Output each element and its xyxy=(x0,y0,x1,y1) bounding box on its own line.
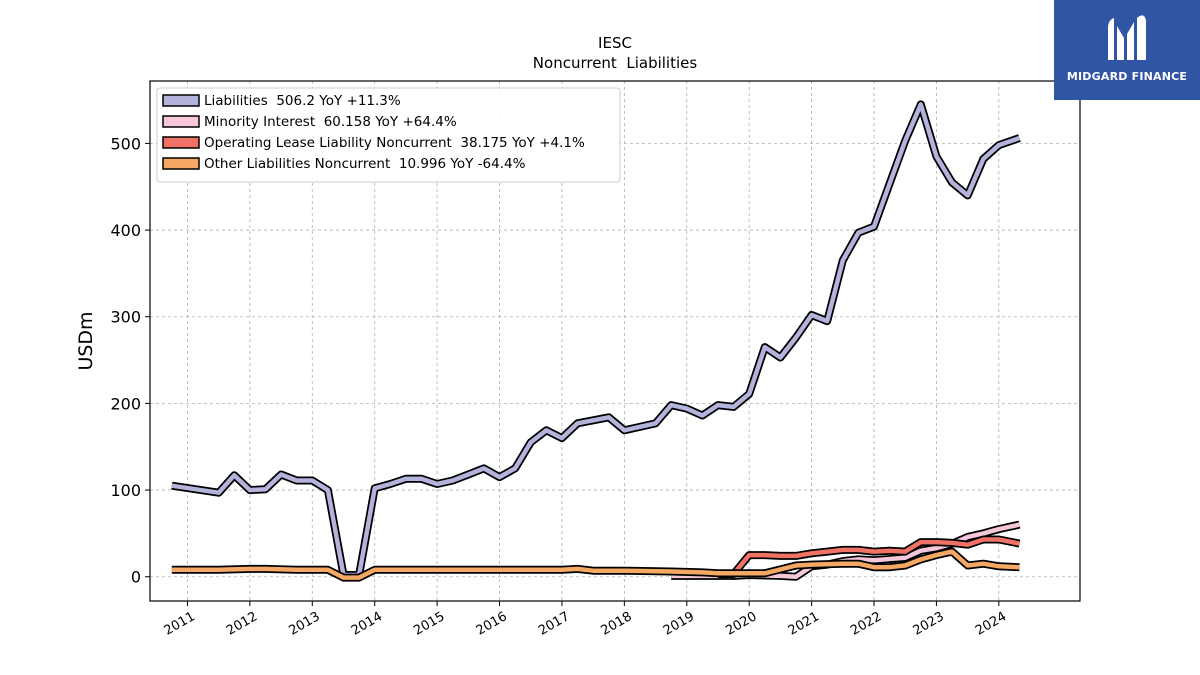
y-tick-label: 0 xyxy=(131,568,141,587)
y-tick-label: 300 xyxy=(110,308,141,327)
y-tick-label: 500 xyxy=(110,134,141,153)
x-tick-label: 2012 xyxy=(224,609,260,639)
brand-name: MIDGARD FINANCE xyxy=(1066,70,1188,83)
legend-entry: Operating Lease Liability Noncurrent 38.… xyxy=(204,135,585,151)
x-tick-label: 2021 xyxy=(786,609,822,639)
series-line xyxy=(671,522,1020,579)
series-line xyxy=(171,102,1021,578)
series-line xyxy=(718,537,1020,577)
x-tick-label: 2011 xyxy=(162,609,198,639)
series-other-liabilities-noncurrent xyxy=(171,547,1020,582)
legend-entry: Minority Interest 60.158 YoY +64.4% xyxy=(204,114,457,130)
x-tick-label: 2023 xyxy=(911,609,947,639)
legend-swatch xyxy=(162,94,200,107)
x-tick-label: 2016 xyxy=(474,609,510,639)
series-minority-interest xyxy=(671,520,1021,581)
legend-swatch xyxy=(162,157,200,170)
x-tick-label: 2013 xyxy=(286,609,322,639)
x-tick-label: 2024 xyxy=(973,609,1009,639)
x-tick-label: 2018 xyxy=(599,609,635,639)
legend-swatch xyxy=(162,136,200,149)
x-tick-label: 2022 xyxy=(848,609,884,639)
brand-logo: MIDGARD FINANCE xyxy=(1054,0,1200,100)
chart-subtitle: Noncurrent Liabilities xyxy=(533,54,698,72)
x-tick-label: 2017 xyxy=(536,609,572,639)
midgard-m-logo-icon xyxy=(1108,15,1146,60)
x-tick-label: 2014 xyxy=(349,609,385,639)
y-tick-label: 100 xyxy=(110,481,141,500)
series-line xyxy=(171,549,1020,580)
series-liabilities xyxy=(171,100,1021,579)
y-tick-label: 400 xyxy=(110,221,141,240)
legend: Liabilities 506.2 YoY +11.3% Minority Int… xyxy=(156,87,621,183)
y-axis-label: USDm xyxy=(75,311,97,370)
series-lines xyxy=(171,100,1021,582)
chart-title: IESC xyxy=(598,34,632,52)
legend-box xyxy=(156,87,621,183)
x-tick-label: 2019 xyxy=(661,609,697,639)
y-tick-label: 200 xyxy=(110,394,141,413)
legend-entry: Other Liabilities Noncurrent 10.996 YoY … xyxy=(204,156,526,172)
legend-swatch xyxy=(162,115,200,128)
plot-frame xyxy=(149,80,1081,602)
x-tick-label: 2015 xyxy=(411,609,447,639)
series-operating-lease-liability-noncurrent xyxy=(718,535,1021,579)
legend-entry: Liabilities 506.2 YoY +11.3% xyxy=(204,93,401,109)
x-tick-label: 2020 xyxy=(723,609,759,639)
